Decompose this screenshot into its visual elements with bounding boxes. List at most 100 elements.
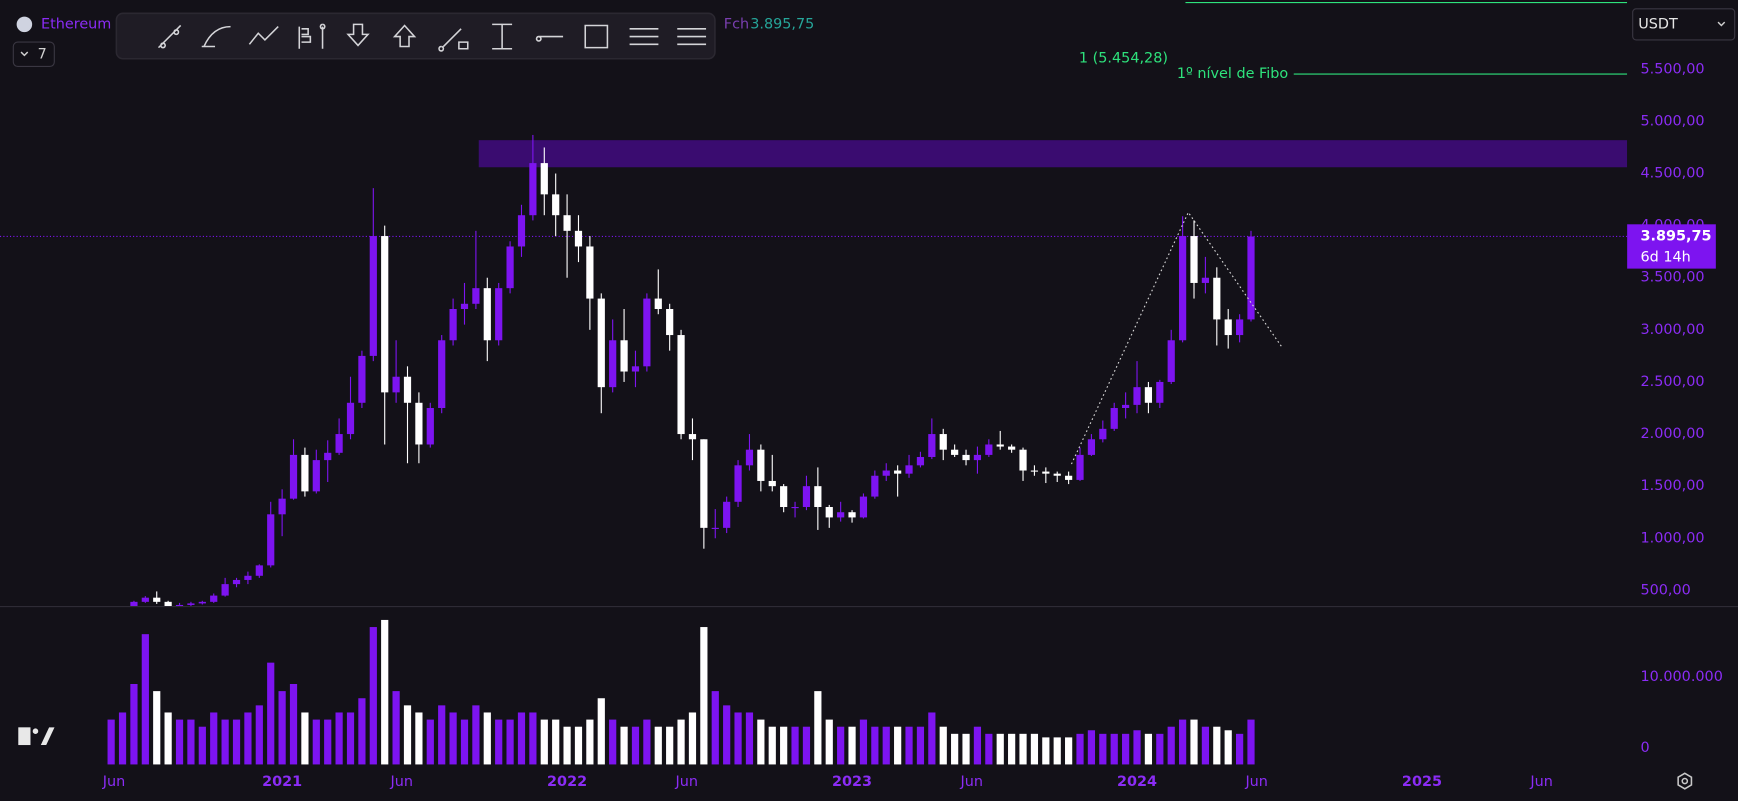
candle-body <box>825 507 833 518</box>
tool-horizontal[interactable] <box>535 35 564 42</box>
candle-body <box>221 584 229 596</box>
currency-selector[interactable] <box>1632 8 1736 41</box>
volume-bar <box>460 719 469 765</box>
volume-bar <box>1144 733 1153 765</box>
candle-body <box>358 355 366 403</box>
volume-bar <box>1224 730 1232 765</box>
candle-body <box>381 236 389 393</box>
candle-body <box>1201 277 1210 283</box>
volume-bar <box>837 726 845 765</box>
supply-zone <box>478 140 1628 168</box>
candle-body <box>586 246 594 299</box>
candle-body <box>187 603 195 605</box>
volume-bar <box>859 719 868 765</box>
tool-text[interactable] <box>492 23 513 50</box>
tool-measure[interactable] <box>438 28 469 52</box>
candle-body <box>1224 319 1232 336</box>
candle-body <box>369 236 377 356</box>
candle-body <box>882 470 890 476</box>
volume-bar <box>985 733 993 765</box>
candle-body <box>289 454 298 499</box>
volume-bar <box>187 719 195 765</box>
x-tick-label: Jun <box>959 774 983 790</box>
volume-bar <box>643 719 651 765</box>
tool-levels[interactable] <box>677 28 707 46</box>
tool-rectangle[interactable] <box>584 24 609 49</box>
volume-bar <box>278 691 286 765</box>
candle-body <box>871 475 879 497</box>
candle-body <box>141 597 149 602</box>
candle-body <box>666 308 674 336</box>
candle-body <box>1065 475 1073 480</box>
volume-bar <box>928 712 936 765</box>
volume-bar <box>198 726 206 765</box>
volume-bar <box>1008 733 1016 765</box>
volume-bar <box>1110 733 1118 765</box>
candle-body <box>574 230 583 247</box>
candle-body <box>483 288 491 341</box>
candle-body <box>1247 236 1255 320</box>
volume-bar <box>335 712 343 765</box>
volume-bar <box>563 726 571 765</box>
candle-body <box>951 449 959 455</box>
x-tick-label: Jun <box>102 774 126 790</box>
candle-body <box>837 512 845 518</box>
candle-body <box>449 308 457 341</box>
chevron <box>20 51 29 57</box>
volume-bar <box>1156 733 1164 765</box>
x-tick-label: Jun <box>390 774 414 790</box>
close-label: Fch <box>724 16 749 32</box>
volume-bar <box>848 726 856 765</box>
volume-bar <box>677 719 685 765</box>
volume-bar <box>118 712 127 765</box>
tool-fib[interactable] <box>201 25 231 48</box>
tool-trendline[interactable] <box>157 24 182 49</box>
candle-body <box>700 439 708 528</box>
settings-button[interactable] <box>1677 772 1693 790</box>
candle-body <box>540 163 548 195</box>
volume-bar <box>1167 726 1175 765</box>
y-tick-label: 2.500,00 <box>1640 374 1704 390</box>
candle-body <box>153 597 161 602</box>
candle-body <box>1087 439 1096 455</box>
candle-body <box>232 579 241 585</box>
candle-body <box>198 601 206 604</box>
volume-bar <box>609 719 617 765</box>
tool-path[interactable] <box>248 26 279 45</box>
candle-body <box>905 465 913 474</box>
volume-bar <box>1053 737 1061 765</box>
candle-body <box>768 480 776 487</box>
price-pane <box>0 2 1628 607</box>
x-tick-label: Jun <box>1244 774 1268 790</box>
tool-pattern[interactable] <box>298 23 326 49</box>
candle-body <box>1099 428 1107 440</box>
candle-body <box>1179 236 1187 341</box>
tool-long[interactable] <box>392 24 417 48</box>
candle-body <box>460 303 469 309</box>
volume-bar <box>495 719 503 765</box>
volume-bar <box>1179 719 1187 765</box>
candle-body <box>711 527 719 529</box>
volume-bar <box>666 726 674 765</box>
volume-bar <box>1030 733 1039 765</box>
tool-channel[interactable] <box>629 28 659 46</box>
candle-body <box>426 408 434 445</box>
volume-bar <box>597 698 605 765</box>
volume-bar <box>210 712 218 765</box>
candle-body <box>814 486 822 508</box>
candle-body <box>928 434 936 457</box>
volume-bar <box>745 712 754 765</box>
candle-body <box>255 565 263 576</box>
tool-short[interactable] <box>346 23 370 47</box>
candle-body <box>1053 473 1061 476</box>
interval-button[interactable] <box>12 41 55 68</box>
volume-bar <box>244 712 252 765</box>
volume-bar <box>107 719 115 765</box>
volume-bar <box>654 726 662 765</box>
candle-body <box>859 496 868 518</box>
candle-body <box>175 604 184 607</box>
candle-body <box>392 376 400 393</box>
candle-body <box>1133 387 1141 405</box>
